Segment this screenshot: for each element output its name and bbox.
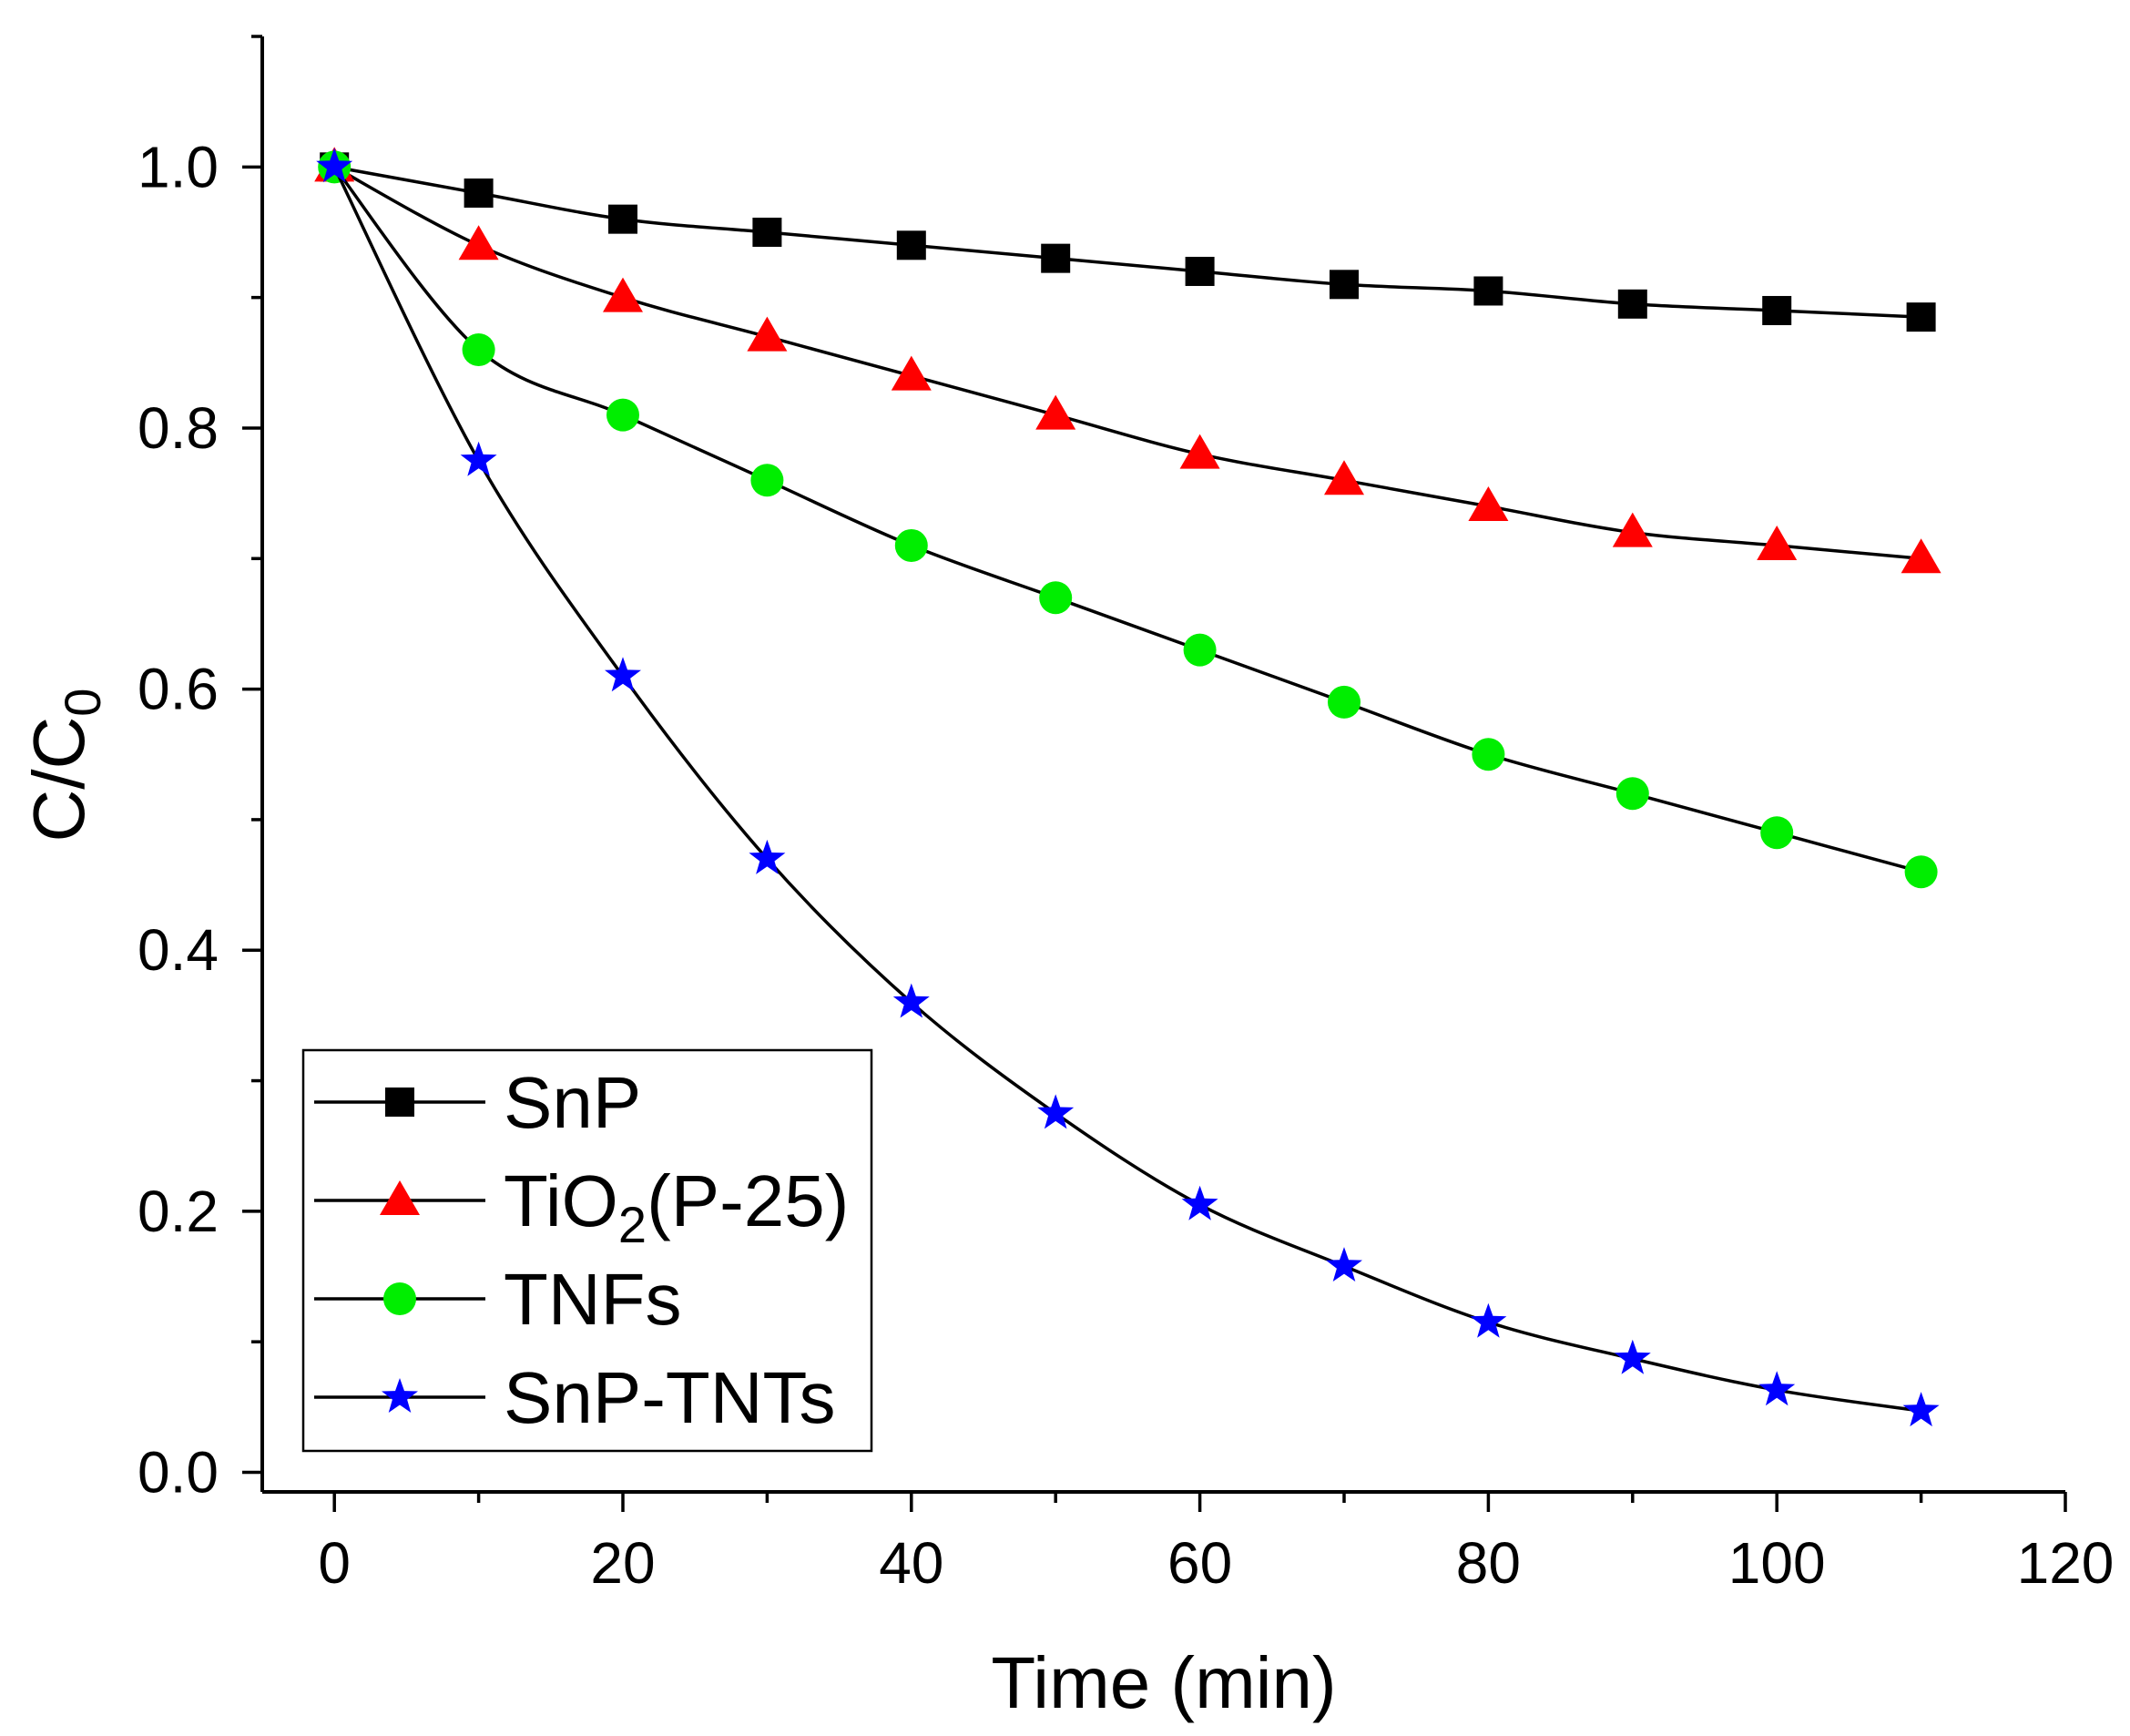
series-line-tio2 [333, 165, 1921, 561]
data-point-tnfs [894, 528, 928, 562]
data-point-snp [1762, 295, 1792, 325]
legend-marker-tio2 [380, 1180, 420, 1215]
data-point-snp_tnts [1037, 1094, 1075, 1129]
data-point-tnfs [1615, 777, 1649, 811]
data-point-tnfs [1183, 633, 1217, 667]
data-point-snp_tnts [605, 657, 641, 692]
y-tick-label: 0.0 [138, 1440, 219, 1506]
data-point-snp_tnts [316, 148, 353, 183]
y-tick-label: 1.0 [138, 134, 219, 199]
data-point-tio2 [1901, 538, 1941, 574]
data-point-snp [1617, 289, 1647, 319]
data-point-snp_tnts [749, 839, 786, 874]
series-tnfs [318, 150, 1938, 889]
data-point-tio2 [1035, 394, 1076, 430]
data-point-tnfs [1760, 816, 1794, 850]
legend-item-snp: SnP [314, 1062, 641, 1143]
ticks: 0 20 40 60 80 100 120 0.0 0.2 0.4 0.6 0.8 1.0 [138, 35, 2115, 1596]
data-point-tio2 [1324, 460, 1364, 495]
x-axis-title: Time (min) [991, 1642, 1336, 1723]
legend-label: TNFs [504, 1259, 682, 1340]
data-point-snp [1906, 302, 1936, 332]
series-line-snp [333, 165, 1921, 319]
data-point-tnfs [1472, 738, 1505, 771]
data-point-snp [896, 230, 926, 260]
x-tick-label: 80 [1456, 1530, 1521, 1596]
series-line-tnfs [332, 166, 1922, 873]
series-snp_tnts [316, 148, 1940, 1427]
data-point-snp_tnts [1326, 1247, 1362, 1282]
data-point-tio2 [458, 225, 499, 260]
data-point-tio2 [747, 316, 788, 352]
legend-label: SnP [504, 1062, 641, 1143]
data-point-tio2 [1757, 525, 1798, 560]
y-axis-title-main: C/C [18, 717, 99, 842]
legend: SnP TiO2(P-25)TNFs SnP-TNTs [301, 1048, 873, 1453]
legend-marker-snp_tnts [382, 1378, 418, 1413]
data-point-tio2 [891, 355, 932, 391]
data-point-tnfs [1039, 581, 1073, 615]
x-tick-label: 0 [318, 1530, 351, 1596]
x-tick-label: 20 [590, 1530, 655, 1596]
data-point-snp_tnts [1470, 1302, 1507, 1338]
legend-item-tio2: TiO2(P-25) [314, 1160, 849, 1253]
x-tick-label: 120 [2017, 1530, 2115, 1596]
y-axis-title-sub: 0 [54, 689, 111, 717]
series-snp [320, 152, 1936, 332]
x-tick-label: 60 [1167, 1530, 1232, 1596]
legend-label: TiO2(P-25) [504, 1160, 849, 1253]
data-point-snp [464, 178, 494, 208]
data-point-snp_tnts [460, 441, 497, 476]
data-point-snp_tnts [1614, 1339, 1651, 1374]
y-tick-label: 0.2 [138, 1179, 219, 1244]
series-tio2 [314, 147, 1941, 574]
data-point-tio2 [1612, 512, 1653, 547]
legend-item-snp_tnts: SnP-TNTs [314, 1357, 836, 1438]
legend-marker-snp [385, 1088, 414, 1117]
y-tick-label: 0.4 [138, 917, 219, 983]
data-point-snp_tnts [1181, 1185, 1218, 1220]
axes [260, 36, 2065, 1494]
data-point-tnfs [1328, 685, 1361, 719]
data-point-tio2 [603, 277, 643, 312]
series-layer [314, 147, 1941, 1427]
x-tick-label: 40 [879, 1530, 943, 1596]
data-point-tnfs [750, 464, 784, 497]
legend-item-tnfs: TNFs [314, 1259, 682, 1340]
data-point-tio2 [1468, 485, 1509, 521]
data-point-tnfs [606, 398, 639, 432]
y-tick-label: 0.6 [138, 657, 219, 722]
data-point-snp [608, 204, 637, 234]
svg-text:C/C0: C/C0 [18, 689, 111, 842]
y-tick-label: 0.8 [138, 395, 219, 461]
data-point-tnfs [462, 332, 495, 366]
data-point-tnfs [1904, 855, 1938, 889]
data-point-tio2 [1179, 434, 1220, 469]
data-point-snp_tnts [1902, 1392, 1940, 1427]
data-point-snp [752, 217, 782, 247]
y-axis-title: C/C0 [18, 689, 111, 842]
data-point-snp_tnts [1758, 1371, 1796, 1406]
data-point-snp [1185, 256, 1215, 286]
x-tick-label: 100 [1728, 1530, 1826, 1596]
legend-label: SnP-TNTs [504, 1357, 836, 1438]
data-point-snp [1041, 243, 1071, 273]
data-point-snp [1473, 276, 1503, 306]
legend-marker-tnfs [383, 1282, 416, 1315]
data-point-snp [1330, 270, 1359, 300]
data-point-snp_tnts [892, 983, 930, 1018]
